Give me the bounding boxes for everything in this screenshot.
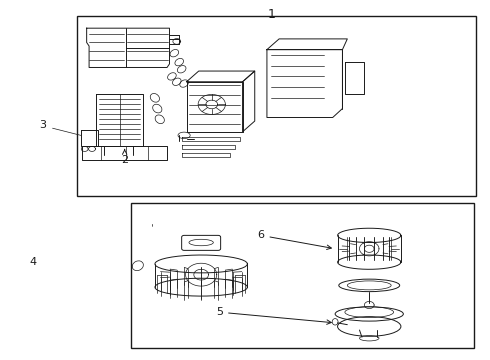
- Text: 6: 6: [257, 230, 331, 249]
- Bar: [77, 16, 476, 196]
- Text: 2: 2: [121, 150, 128, 165]
- Bar: [130, 203, 474, 348]
- Text: 4: 4: [29, 257, 37, 267]
- Text: 3: 3: [39, 120, 46, 130]
- Text: 1: 1: [268, 8, 276, 21]
- Text: 5: 5: [216, 307, 331, 324]
